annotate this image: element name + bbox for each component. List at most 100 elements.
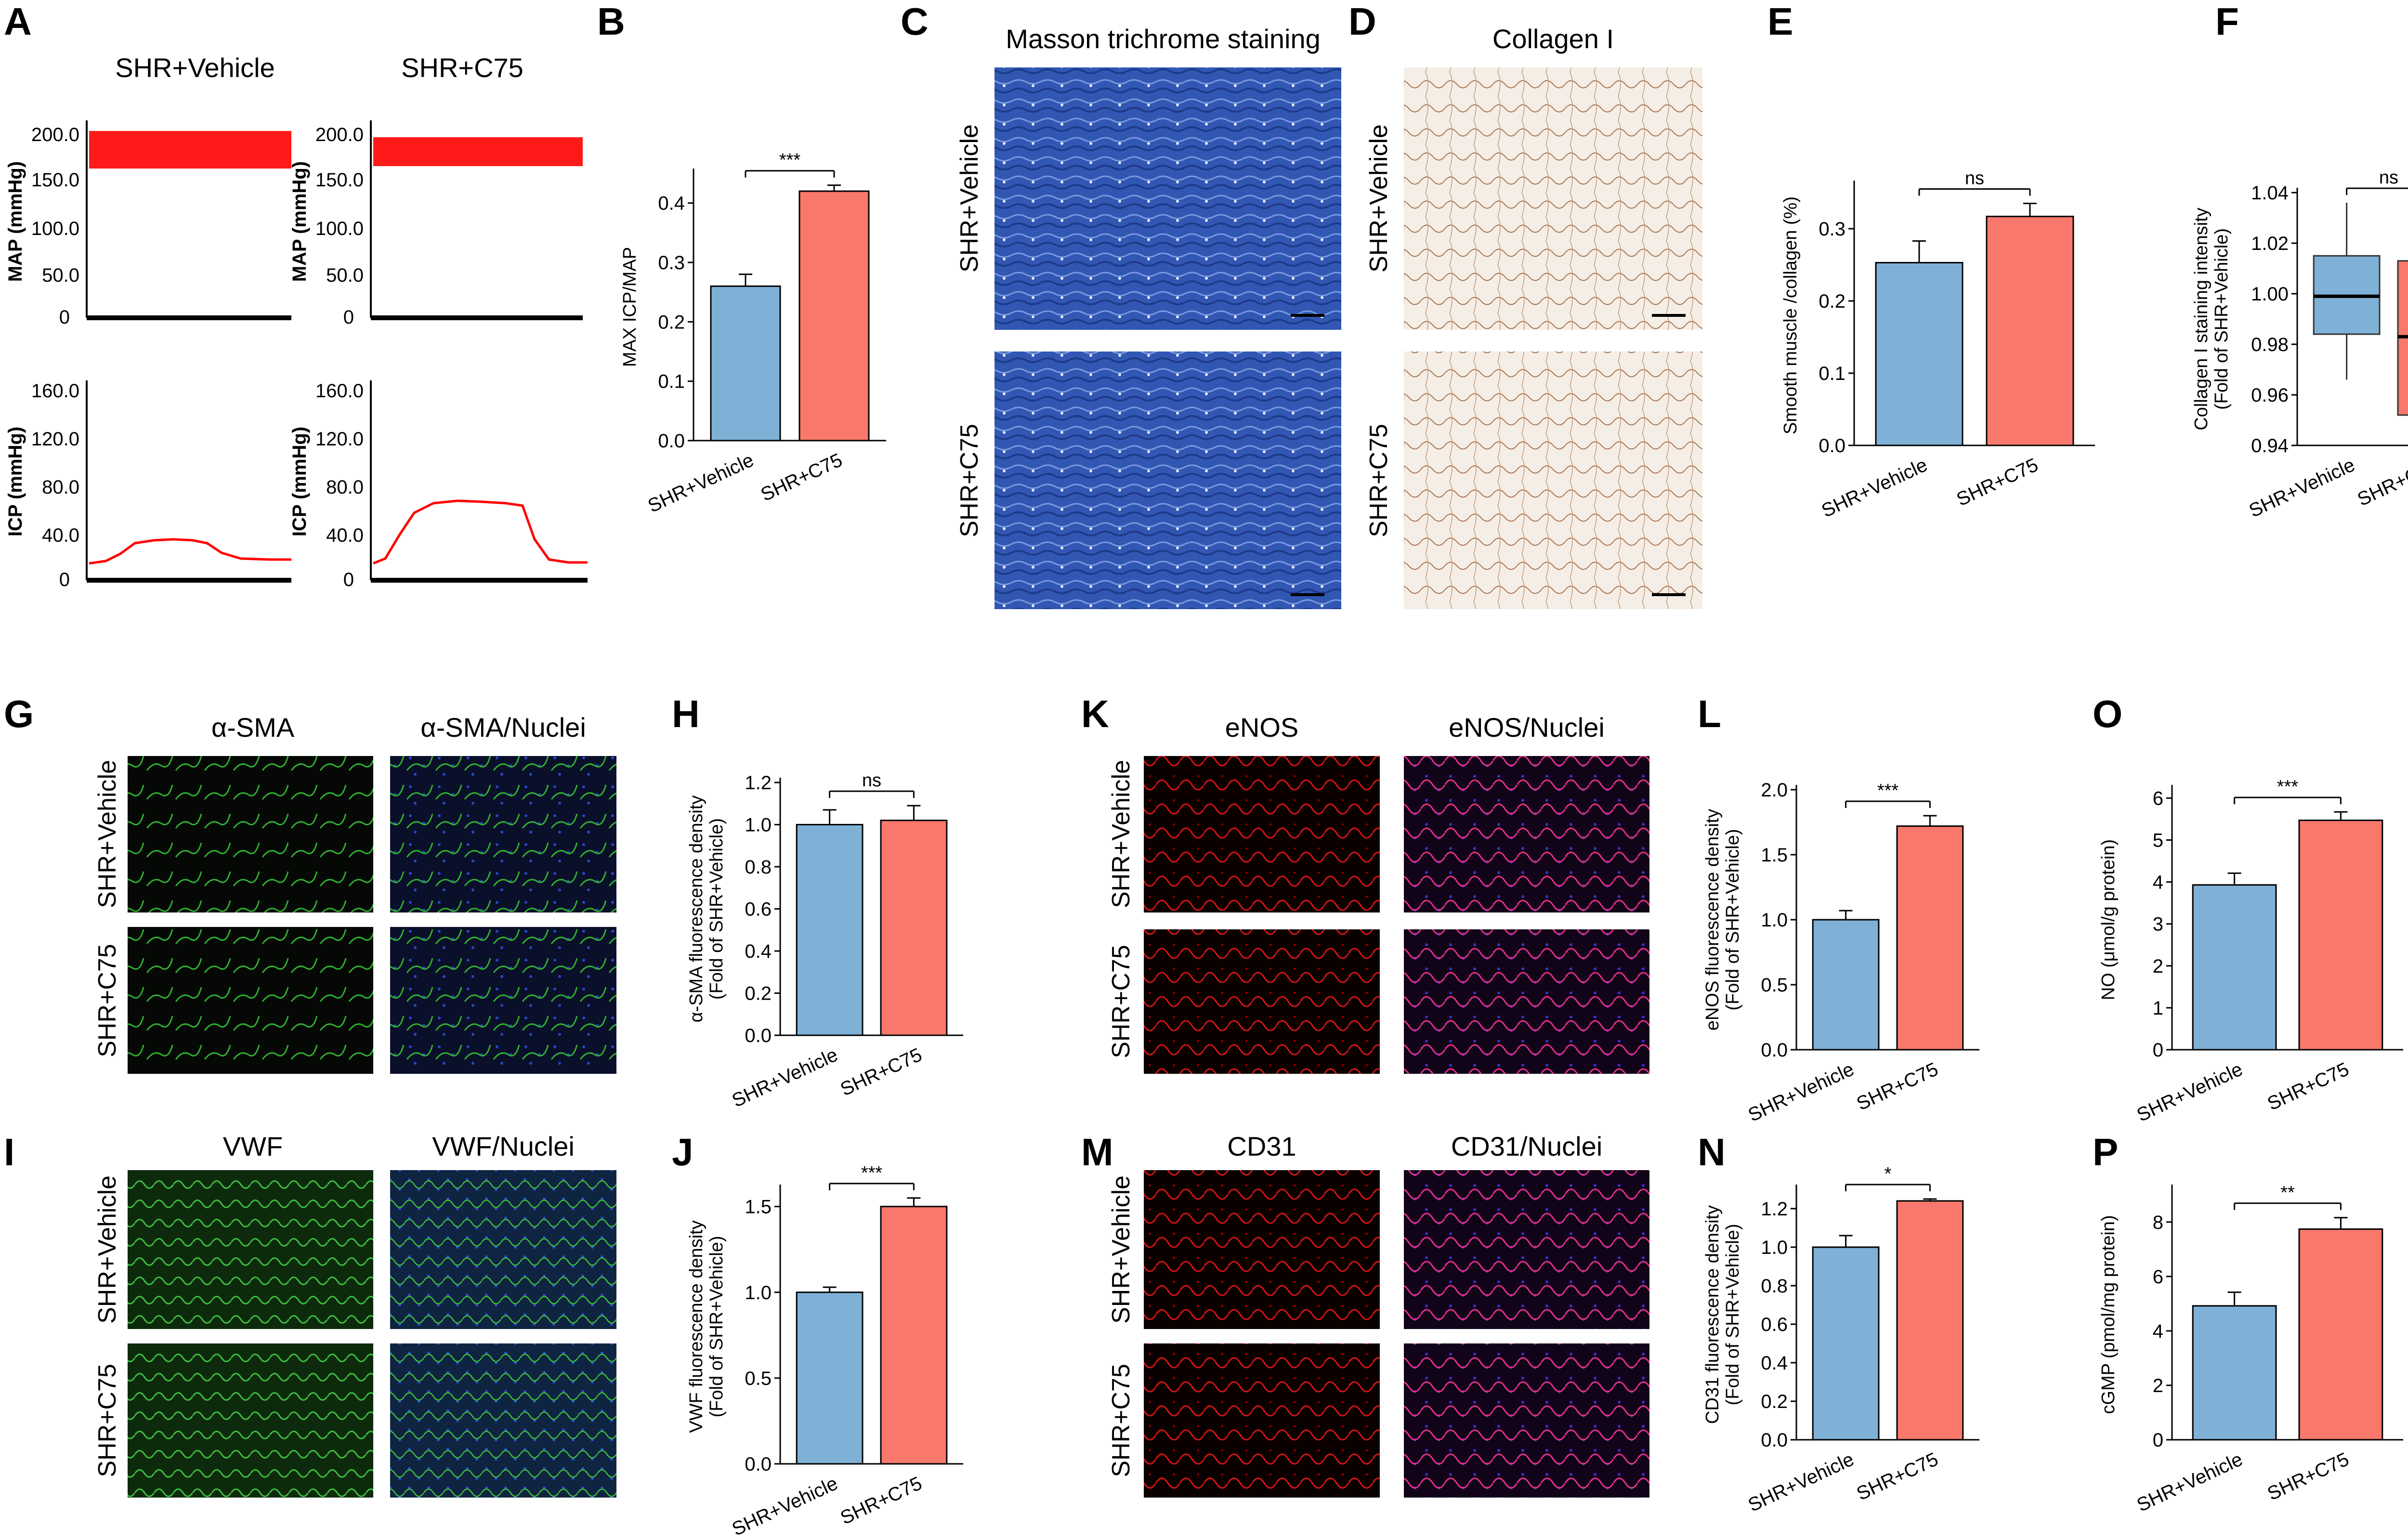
significance-label: **: [2280, 1183, 2295, 1203]
chart-panel-f: F 0.94 0.96 0.98 1.00 1.02 1.04 Collagen I stai…: [2191, 0, 2408, 521]
micrograph-cd31-c75: [1144, 1343, 1380, 1498]
y-tick-label: 0.0: [1761, 1430, 1788, 1451]
icp-trace-line: [89, 538, 291, 565]
column-title: CD31/Nuclei: [1451, 1131, 1602, 1161]
y-tick-label: 1.0: [1761, 910, 1788, 931]
micrograph-asma-nuclei-c75: [390, 927, 616, 1074]
tick-label: 80.0: [42, 477, 79, 498]
panel-label: F: [2215, 0, 2239, 43]
y-tick-label: 1.2: [745, 772, 772, 794]
micrograph-enos-nuclei-c75: [1404, 929, 1649, 1074]
column-title: eNOS: [1225, 712, 1299, 743]
bar-c75: [2298, 1228, 2383, 1441]
y-tick-label: 2.0: [1761, 780, 1788, 801]
chart-panel-l: L 0.0 0.5 1.0 1.5 2.0 eNOS fluorescence densit…: [1698, 692, 1979, 1126]
x-category-label: SHR+Vehicle: [2246, 454, 2358, 521]
y-tick-label: 4: [2153, 872, 2163, 893]
x-category-label: SHR+Vehicle: [645, 449, 757, 517]
y-tick-label: 0.4: [745, 941, 772, 962]
y-tick-label: 1.5: [745, 1197, 772, 1218]
x-category-label: SHR+Vehicle: [729, 1044, 841, 1111]
tick-label: 160.0: [315, 380, 364, 402]
micrograph-vwf-c75: [128, 1343, 373, 1498]
map-ylabel: MAP (mmHg): [289, 161, 310, 282]
y-axis-label: VWF fluorescence density: [686, 1220, 707, 1433]
panel-label: K: [1081, 692, 1109, 735]
y-tick-label: 0.5: [745, 1368, 772, 1389]
row-label: SHR+C75: [1107, 945, 1135, 1058]
bar-c75: [880, 820, 948, 1036]
y-tick-label: 1.02: [2251, 233, 2289, 254]
micrograph-cd31-nuclei-c75: [1404, 1343, 1649, 1498]
x-category-label: SHR+C75: [1853, 1448, 1941, 1504]
micrograph-asma-vehicle: [128, 756, 373, 912]
y-tick-label: 1.0: [745, 1282, 772, 1303]
tick-label: 0: [343, 569, 354, 590]
tick-label: 100.0: [315, 218, 364, 239]
column-title: VWF: [223, 1131, 283, 1161]
tick-label: 0: [343, 307, 354, 328]
column-title: VWF/Nuclei: [432, 1131, 575, 1161]
tick-label: 50.0: [42, 265, 79, 286]
panel-label: H: [672, 692, 700, 735]
row-label: SHR+Vehicle: [1107, 1175, 1135, 1324]
map-trace-band: [89, 131, 291, 169]
bar-vehicle: [1812, 919, 1880, 1051]
bar-vehicle: [796, 1291, 864, 1465]
tick-label: 40.0: [42, 525, 79, 546]
map-trace-band: [373, 137, 583, 166]
chart-panel-h: H 0.0 0.2 0.4 0.6 0.8 1.0 1.2 α-SMA fluorescence…: [672, 692, 963, 1111]
icp-ylabel: ICP (mmHg): [289, 427, 310, 536]
significance-label: ***: [1877, 781, 1899, 801]
bar-vehicle: [2192, 1305, 2277, 1441]
bar-c75: [880, 1206, 948, 1465]
panel-i: I VWF VWF/Nuclei SHR+Vehicle SHR+C75: [4, 1131, 616, 1498]
tick-label: 40.0: [326, 525, 364, 546]
y-axis-label: Smooth muscle /collagen (%): [1780, 196, 1801, 434]
y-tick-label: 1.2: [1761, 1199, 1788, 1220]
row-label: SHR+Vehicle: [93, 1175, 121, 1324]
micrograph-cd31-vehicle: [1144, 1170, 1380, 1329]
map-trace-c75: MAP (mmHg) 200.0 150.0 100.0 50.0 0: [289, 120, 583, 328]
significance-label: ns: [1965, 169, 1984, 189]
y-axis-label: CD31 fluorescence density: [1702, 1205, 1723, 1424]
y-tick-label: 0: [2153, 1430, 2163, 1451]
significance-label: *: [1885, 1164, 1892, 1184]
bar-vehicle: [796, 824, 864, 1036]
row-label: SHR+Vehicle: [93, 760, 121, 908]
y-tick-label: 0.0: [745, 1454, 772, 1475]
icp-trace-vehicle: ICP (mmHg) 160.0 120.0 80.0 40.0 0: [5, 380, 291, 590]
x-category-label: SHR+C75: [2264, 1058, 2352, 1114]
micrograph-vwf-nuclei-vehicle: [390, 1170, 616, 1329]
y-tick-label: 0.96: [2251, 385, 2289, 406]
map-ylabel: MAP (mmHg): [5, 161, 26, 282]
y-tick-label: 1.0: [745, 815, 772, 836]
y-tick-label: 0.6: [1761, 1314, 1788, 1335]
y-tick-label: 0.0: [658, 430, 685, 452]
y-tick-label: 0.98: [2251, 334, 2289, 355]
y-axis-label: MAX ICP/MAP: [620, 247, 640, 367]
micrograph-masson-vehicle: [995, 67, 1341, 330]
y-tick-label: 0.3: [658, 252, 685, 274]
panel-label: J: [672, 1131, 694, 1173]
chart-panel-b: B 0.0 0.1 0.2 0.3 0.4 MAX ICP/MAP SHR+Vehicle SH…: [597, 0, 886, 517]
row-label: SHR+Vehicle: [955, 124, 983, 273]
y-tick-label: 6: [2153, 1266, 2163, 1288]
y-axis-label-sub: (Fold of SHR+Vehicle): [707, 1236, 727, 1418]
tick-label: 200.0: [31, 124, 79, 145]
panel-m: M CD31 CD31/Nuclei SHR+Vehicle SHR+C75: [1081, 1131, 1649, 1498]
chart-panel-n: N 0.0 0.2 0.4 0.6 0.8 1.0 1.2 CD31 fluorescence …: [1698, 1131, 1979, 1516]
bar-c75: [2298, 820, 2383, 1051]
micrograph-masson-c75: [995, 352, 1341, 609]
x-category-label: SHR+Vehicle: [1819, 454, 1931, 521]
x-category-label: SHR+Vehicle: [1745, 1448, 1857, 1516]
x-category-label: SHR+C75: [2354, 454, 2408, 510]
y-tick-label: 0.1: [658, 371, 685, 392]
y-tick-label: 0.8: [1761, 1276, 1788, 1297]
tick-label: 120.0: [31, 429, 79, 450]
significance-label: ***: [861, 1163, 883, 1183]
x-category-label: SHR+Vehicle: [1745, 1058, 1857, 1126]
x-category-label: SHR+C75: [837, 1044, 925, 1100]
bar-vehicle: [1812, 1246, 1880, 1441]
